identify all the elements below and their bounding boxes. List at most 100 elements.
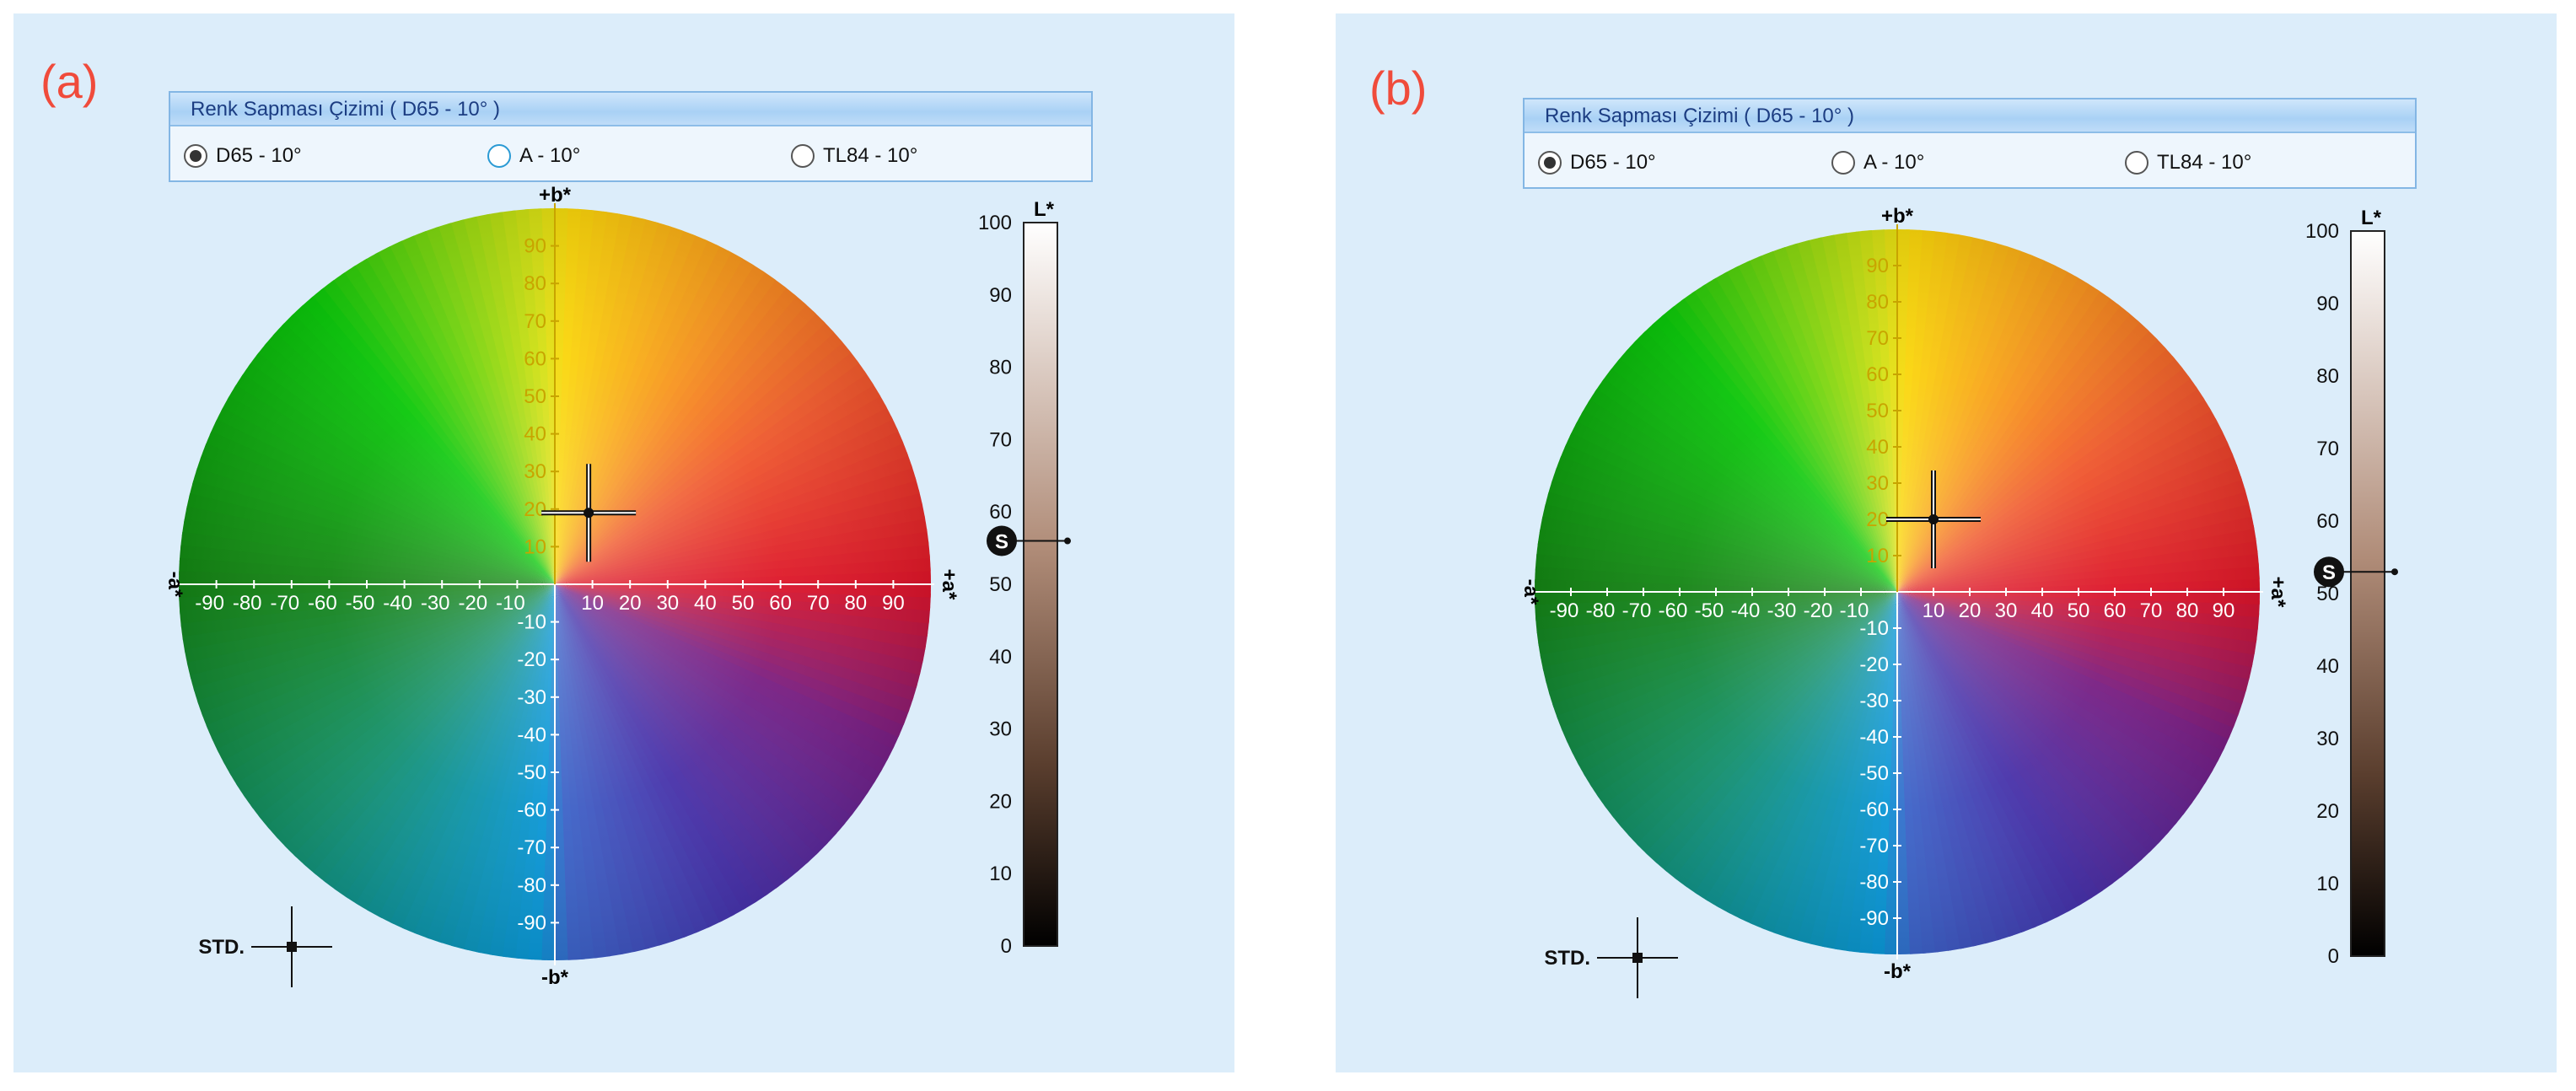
a-tick-label: -50 [346, 592, 375, 615]
illuminant-groupbox: Renk Sapması Çizimi ( D65 - 10° ) D65 - … [1523, 98, 2417, 189]
b-tick-label: -80 [517, 874, 546, 897]
std-label: STD. [1544, 947, 1590, 970]
std-dot [1632, 953, 1643, 963]
lightness-bar [1023, 222, 1058, 947]
a-tick-label: -90 [195, 592, 224, 615]
color-wheel [1535, 229, 2260, 954]
b-tick-label: 40 [524, 423, 546, 446]
lightness-tick-label: 20 [2316, 800, 2339, 823]
lightness-tick-label: 70 [989, 428, 1012, 451]
b-tick-label: 20 [1866, 508, 1889, 531]
b-tick-label: 80 [524, 272, 546, 295]
a-tick-label: 20 [619, 592, 642, 615]
lightness-tick-label: 50 [989, 573, 1012, 596]
radio-a-label: A - 10° [519, 144, 581, 167]
b-tick-label: -70 [1859, 835, 1889, 857]
groupbox-title: Renk Sapması Çizimi ( D65 - 10° ) [1545, 105, 1855, 127]
b-tick-label: 70 [524, 310, 546, 333]
lightness-marker-s-circle [987, 525, 1017, 556]
lightness-tick-label: 20 [989, 790, 1012, 813]
a-tick-label: -60 [308, 592, 337, 615]
a-tick-label: 80 [844, 592, 867, 615]
lightness-marker-dot [2391, 568, 2398, 576]
lightness-tick-label: 10 [2316, 873, 2339, 895]
lightness-marker[interactable]: S [987, 525, 1071, 556]
std-marker [1597, 917, 1678, 998]
b-tick-label: -50 [1859, 762, 1889, 785]
a-tick-label: 50 [732, 592, 755, 615]
lightness-tick-label: 100 [2305, 220, 2339, 243]
b-tick-label: 10 [524, 535, 546, 558]
b-tick-label: 50 [1866, 400, 1889, 422]
ab-plot-svg[interactable]: -90 -80 -70 -60 -50 -40 -30 -20 -10 10 20 30 40 50 60 7… [13, 13, 1234, 1072]
a-tick-label: -30 [421, 592, 450, 615]
b-tick-label: -10 [1859, 617, 1889, 640]
a-tick-label: -90 [1550, 599, 1579, 622]
a-tick-label: 30 [1995, 599, 2018, 622]
lightness-tick-label: 90 [2316, 293, 2339, 315]
lightness-label: L* [2361, 207, 2382, 229]
a-tick-label: 30 [656, 592, 679, 615]
sample-dot [1928, 514, 1939, 524]
lightness-tick-label: 60 [2316, 510, 2339, 533]
radio-a[interactable]: A - 10° [1831, 148, 1924, 177]
a-tick-label: -20 [458, 592, 487, 615]
b-tick-label: -90 [517, 911, 546, 934]
b-tick-label: -30 [1859, 690, 1889, 712]
lightness-tick-label: 80 [989, 357, 1012, 379]
color-deviation-panel-a: (a) Renk Sapması Çizimi ( D65 - 10° ) D6… [13, 13, 1234, 1072]
std-marker [251, 906, 332, 987]
a-tick-label: -20 [1804, 599, 1833, 622]
lightness-tick-label: 0 [2328, 945, 2339, 968]
radio-tl84-circle[interactable] [791, 144, 815, 168]
a-tick-label: 90 [882, 592, 905, 615]
lightness-tick-label: 100 [978, 212, 1012, 234]
b-tick-label: -60 [1859, 798, 1889, 821]
a-tick-label: 10 [1923, 599, 1945, 622]
ab-plot-svg[interactable]: -90 -80 -70 -60 -50 -40 -30 -20 -10 10 20 30 40 50 60 7… [1336, 13, 2557, 1072]
lightness-label: L* [1034, 198, 1055, 221]
b-tick-label: -70 [517, 836, 546, 859]
lightness-marker[interactable]: S [2314, 556, 2398, 588]
radio-d65[interactable]: D65 - 10° [184, 142, 302, 170]
radio-d65-circle[interactable] [1538, 151, 1562, 175]
b-plus-label: +b* [1881, 205, 1914, 228]
radio-d65[interactable]: D65 - 10° [1538, 148, 1656, 177]
b-tick-label: 10 [1866, 545, 1889, 567]
radio-a-circle[interactable] [1831, 151, 1855, 175]
b-tick-label: -20 [1859, 653, 1889, 676]
a-plus-label: +a* [938, 569, 960, 600]
lightness-tick-label: 10 [989, 863, 1012, 885]
lightness-marker-s-label: S [995, 531, 1008, 554]
a-tick-label: -40 [1731, 599, 1761, 622]
radio-tl84[interactable]: TL84 - 10° [791, 142, 917, 170]
b-tick-label: 60 [1866, 363, 1889, 386]
radio-tl84[interactable]: TL84 - 10° [2125, 148, 2251, 177]
b-tick-label: -20 [517, 648, 546, 671]
a-minus-label: -a* [1519, 579, 1542, 605]
sample-dot [583, 508, 594, 519]
sample-marker[interactable] [1886, 470, 1981, 568]
a-tick-label: 70 [807, 592, 830, 615]
lightness-tick-label: 30 [2316, 728, 2339, 750]
illuminant-groupbox: Renk Sapması Çizimi ( D65 - 10° ) D65 - … [169, 91, 1093, 182]
b-tick-label: -40 [1859, 726, 1889, 749]
groupbox-header: Renk Sapması Çizimi ( D65 - 10° ) [1525, 99, 2415, 133]
a-tick-label: 50 [2068, 599, 2090, 622]
radio-a-circle[interactable] [487, 144, 511, 168]
a-tick-label: 60 [2104, 599, 2127, 622]
lightness-tick-label: 40 [989, 646, 1012, 669]
a-tick-label: -60 [1659, 599, 1688, 622]
a-tick-label: -40 [383, 592, 412, 615]
radio-tl84-circle[interactable] [2125, 151, 2148, 175]
a-tick-label: -80 [1586, 599, 1616, 622]
b-plus-label: +b* [539, 184, 572, 207]
radio-d65-circle[interactable] [184, 144, 207, 168]
sample-marker[interactable] [541, 464, 637, 562]
b-tick-label: 30 [1866, 472, 1889, 495]
lightness-bar [2350, 230, 2385, 957]
lightness-tick-label: 40 [2316, 655, 2339, 678]
radio-a[interactable]: A - 10° [487, 142, 580, 170]
a-tick-label: 80 [2176, 599, 2199, 622]
b-tick-label: 70 [1866, 327, 1889, 350]
